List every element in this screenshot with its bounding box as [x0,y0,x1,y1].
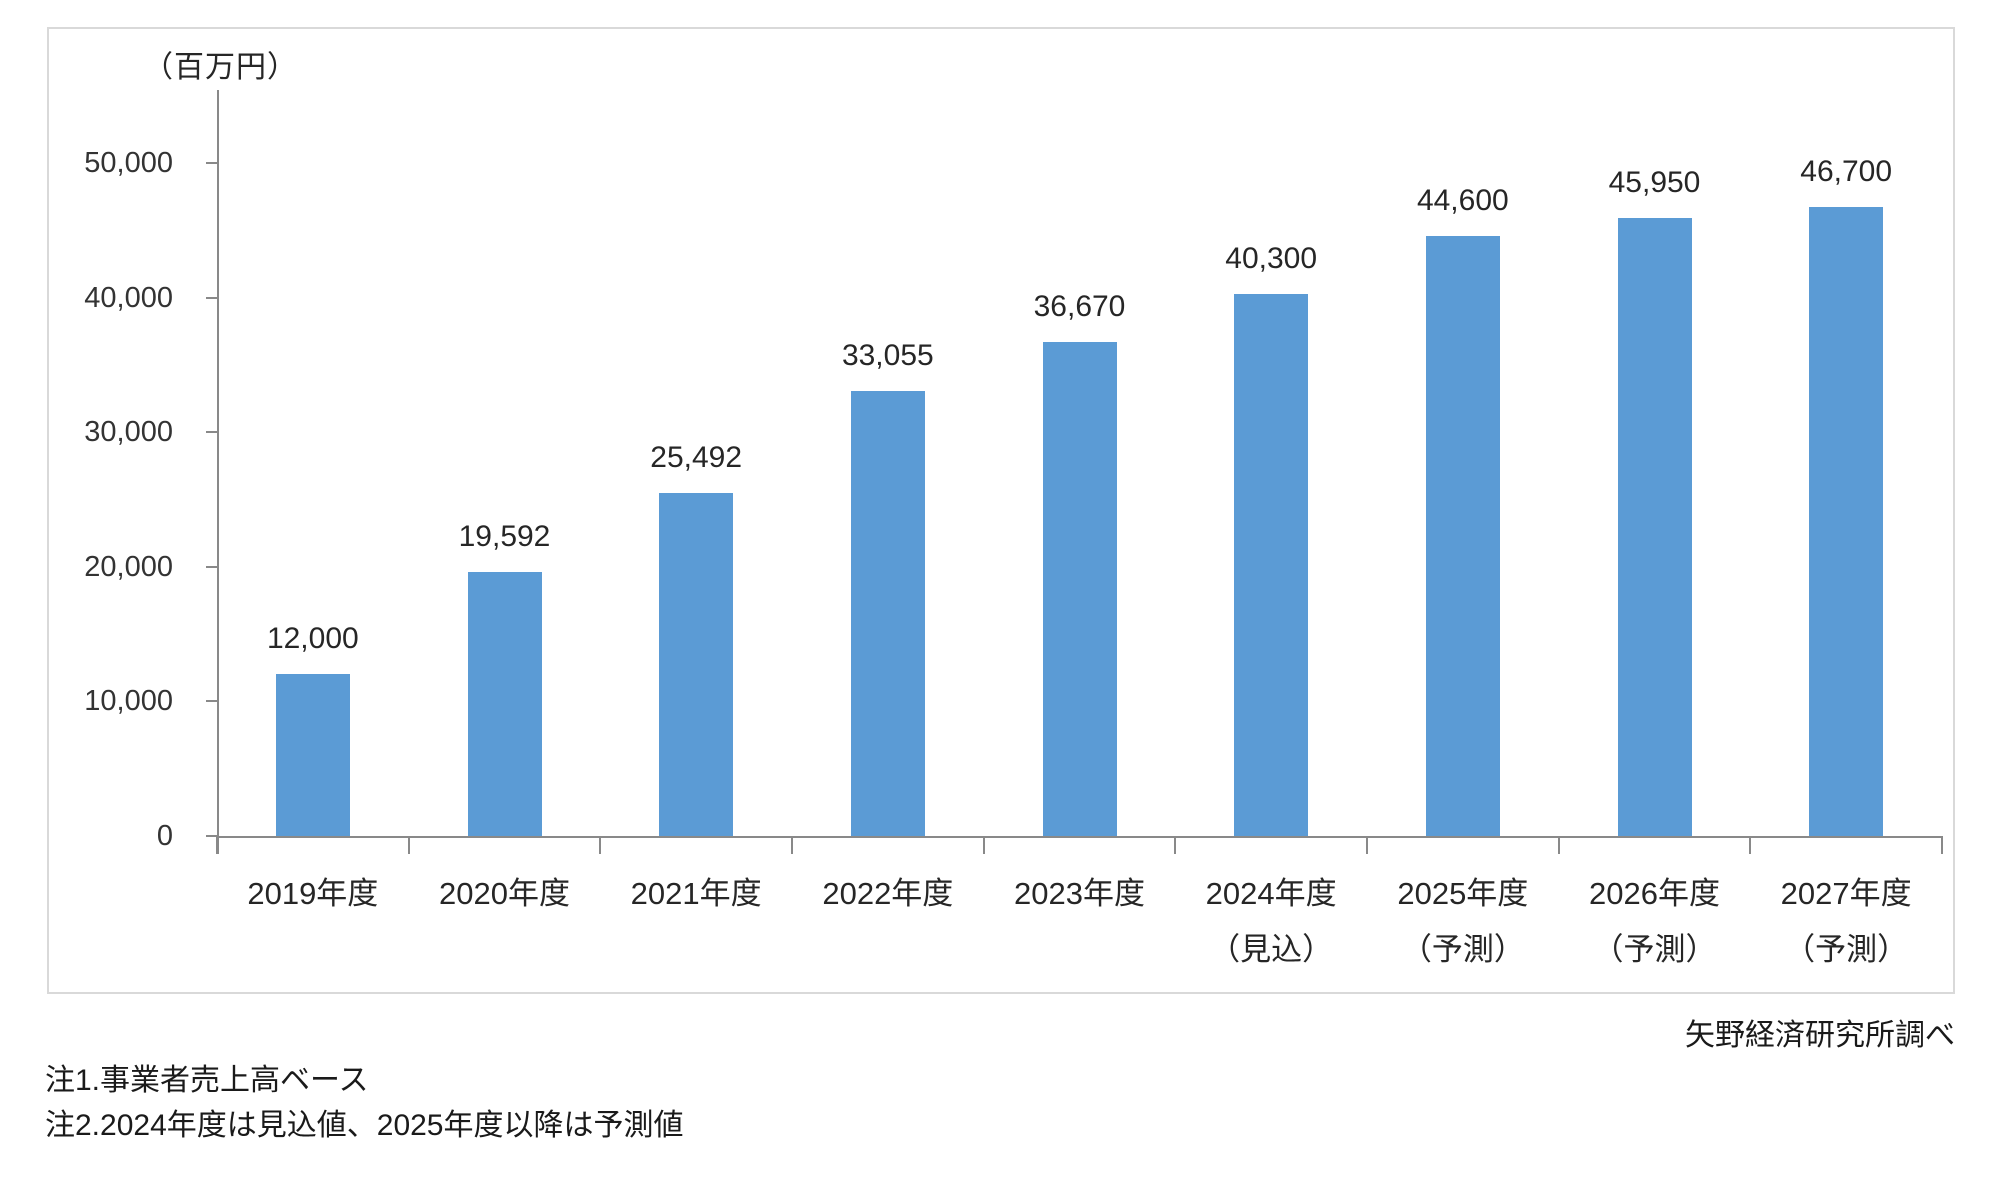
x-axis-category-label: 2021年度 [630,876,762,911]
y-axis-tick [206,565,217,568]
y-axis-tick [206,835,217,837]
y-axis-tick-label: 30,000 [84,416,173,449]
x-axis-category-label: 2027年度 [1780,876,1912,911]
bar-value-label: 36,670 [1033,290,1126,324]
x-axis-category-label: 2019年度 [247,876,379,911]
bar-value-label: 12,000 [266,622,359,656]
x-axis-category-label: 2023年度 [1014,876,1145,911]
y-axis-tick-label: 20,000 [84,550,173,583]
x-axis-tick [1557,836,1560,854]
x-axis-tick [982,836,985,854]
bar-2026年度 [1617,217,1692,836]
x-axis-category-sublabel: （予測） [1784,932,1909,967]
x-axis-tick [1174,836,1177,854]
x-axis-tick [1941,836,1943,854]
note-1: 注1.事業者売上高ベース [45,1064,369,1097]
x-axis-category-label: 2025年度 [1397,876,1529,911]
x-axis-category-sublabel: （見込） [1209,932,1334,967]
y-axis-tick-label: 40,000 [84,281,173,314]
bar-2024年度 [1234,293,1309,836]
x-axis-category-label: 2026年度 [1589,876,1720,911]
bar-2025年度 [1425,235,1500,836]
x-axis-category-label: 2020年度 [439,876,570,911]
x-axis-category-sublabel: （予測） [1400,932,1525,967]
bar-value-label: 25,492 [650,440,743,474]
bar-2022年度 [850,391,925,836]
bar-value-label: 33,055 [841,339,934,373]
bar-value-label: 46,700 [1800,155,1893,189]
note-2: 注2.2024年度は見込値、2025年度以降は予測値 [45,1109,684,1142]
y-axis-unit-label: （百万円） [143,51,298,84]
y-axis-tick [206,431,217,434]
y-axis-tick [206,700,217,703]
bar-value-label: 40,300 [1225,241,1318,275]
source-credit: 矢野経済研究所調べ [1685,1019,1955,1052]
bar-2021年度 [659,492,734,836]
bar-2019年度 [275,674,350,836]
y-axis-tick-label: 0 [156,820,173,852]
x-axis-tick [599,836,602,854]
bar-2023年度 [1042,342,1117,836]
x-axis-tick [216,836,218,854]
x-axis-tick [791,836,793,854]
bar-value-label: 45,950 [1608,165,1701,199]
y-axis-tick [206,296,217,299]
x-axis-category-label: 2022年度 [822,876,954,911]
bar-2027年度 [1809,207,1884,836]
x-axis-line [217,836,1942,838]
y-axis-tick-label: 50,000 [84,147,173,179]
x-axis-category-sublabel: （予測） [1592,932,1717,967]
bar-2020年度 [467,572,542,836]
y-axis-tick-label: 10,000 [84,685,173,718]
bar-value-label: 44,600 [1416,183,1509,217]
bar-value-label: 19,592 [458,520,551,554]
y-axis-line [217,90,219,854]
x-axis-tick [1366,836,1368,854]
x-axis-tick [407,836,410,854]
y-axis-tick [206,162,217,164]
x-axis-category-label: 2024年度 [1205,876,1337,911]
x-axis-tick [1749,836,1752,854]
